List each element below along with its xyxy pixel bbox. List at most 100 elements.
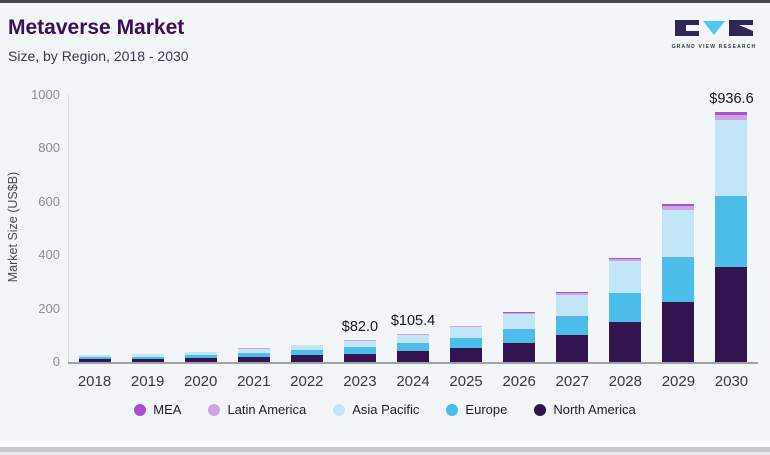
gvr-logo-icon: [675, 20, 753, 36]
stacked-bar-2022: [290, 344, 323, 362]
y-tick-label: 0: [52, 354, 60, 369]
bar-segment-mea: [503, 312, 536, 313]
bar-segment-mea: [715, 111, 748, 115]
bar-segment-latin-america: [609, 258, 642, 262]
window-bottom-edge: [0, 447, 770, 452]
stacked-bar-2027: [556, 292, 589, 362]
bar-segment-europe: [184, 355, 217, 359]
x-tick-label: 2022: [290, 373, 324, 390]
legend-label: MEA: [153, 402, 182, 417]
bar-segment-north-america: [237, 356, 270, 362]
value-label-2024: $105.4: [390, 312, 436, 329]
bar-segment-europe: [450, 337, 483, 349]
bar-segment-asia-pacific: [290, 345, 323, 351]
bar-segment-latin-america: [715, 114, 748, 121]
bar-segment-asia-pacific: [184, 352, 217, 356]
bar-column-2025: 2025: [440, 95, 493, 390]
legend-swatch-icon: [534, 403, 547, 416]
y-axis-line: [68, 95, 69, 362]
legend-label: Latin America: [227, 402, 307, 417]
bar-segment-latin-america: [556, 293, 589, 295]
bar-segment-asia-pacific: [237, 348, 270, 353]
x-tick-label: 2019: [130, 373, 165, 390]
value-label-2023: $82.0: [341, 319, 379, 336]
bar-segment-europe: [343, 347, 376, 354]
bar-segment-europe: [662, 257, 695, 303]
x-tick-label: 2018: [77, 373, 112, 390]
logo-text: GRAND VIEW RESEARCH: [671, 44, 757, 50]
stacked-bar-2019: [131, 353, 164, 362]
x-tick-label: 2021: [237, 373, 271, 390]
y-tick-label: 1000: [31, 87, 60, 102]
bar-segment-asia-pacific: [343, 340, 376, 348]
legend-swatch-icon: [134, 403, 147, 416]
bar-column-2027: 2027: [546, 95, 599, 390]
bar-column-2019: 2019: [121, 95, 174, 390]
x-tick-label: 2026: [502, 373, 536, 390]
bar-segment-asia-pacific: [78, 355, 111, 358]
bar-segment-north-america: [78, 359, 111, 362]
bar-segment-mea: [662, 204, 695, 207]
stacked-bar-2023: $82.0: [342, 319, 378, 362]
legend-item-mea: MEA: [134, 402, 181, 417]
bar-segment-latin-america: [397, 334, 429, 335]
bars-container: 2018 2019 2020 2021 2022 2023 $82.0 2024 $105.4 2…: [68, 91, 758, 390]
bar-segment-asia-pacific: [609, 261, 642, 293]
legend-item-north-america: North America: [534, 402, 636, 417]
bar-segment-latin-america: [503, 312, 536, 314]
x-tick-label: 2020: [184, 373, 218, 390]
window-bottom-strip: [0, 440, 770, 447]
bar-column-2023: 2023 $82.0: [333, 95, 386, 390]
bar-segment-north-america: [609, 322, 642, 362]
bar-segment-north-america: [450, 348, 483, 362]
bar-column-2024: 2024 $105.4: [386, 95, 439, 390]
bar-segment-asia-pacific: [662, 209, 695, 258]
bar-segment-europe: [715, 195, 748, 267]
x-tick-label: 2024: [396, 373, 430, 390]
bar-segment-europe: [237, 352, 270, 357]
bar-column-2026: 2026: [493, 95, 546, 390]
bar-segment-asia-pacific: [556, 294, 589, 316]
chart-legend: MEA Latin America Asia Pacific Europe North …: [0, 402, 770, 417]
bar-column-2022: 2022: [280, 95, 333, 390]
stacked-bar-2030: $936.6: [709, 91, 754, 362]
bar-segment-north-america: [662, 302, 695, 362]
bar-segment-north-america: [397, 351, 429, 362]
bar-segment-north-america: [290, 355, 323, 362]
legend-item-latin-america: Latin America: [208, 402, 306, 417]
stacked-bar-2024: $105.4: [391, 313, 435, 362]
bar-segment-europe: [556, 315, 589, 336]
legend-item-asia-pacific: Asia Pacific: [333, 402, 419, 417]
bar-segment-latin-america: [343, 340, 376, 341]
stacked-bar-2020: [184, 351, 217, 362]
bar-segment-mea: [556, 292, 589, 294]
bar-segment-asia-pacific: [715, 120, 748, 196]
legend-label: North America: [553, 402, 636, 417]
bar-segment-asia-pacific: [397, 334, 429, 344]
bar-segment-europe: [290, 350, 323, 356]
bar-segment-europe: [397, 343, 429, 352]
bar-segment-north-america: [556, 335, 589, 362]
stacked-bar-2028: [609, 257, 642, 362]
x-tick-label: 2029: [661, 373, 696, 390]
bar-segment-europe: [609, 292, 642, 323]
bar-column-2030: 2030 $936.6: [705, 91, 758, 390]
stacked-bar-2018: [78, 355, 111, 362]
bar-segment-europe: [503, 328, 536, 344]
page-title: Metaverse Market: [8, 16, 185, 39]
stacked-bar-2026: [503, 312, 536, 362]
bar-segment-europe: [131, 356, 164, 359]
value-label-2030: $936.6: [709, 90, 754, 107]
window-top-edge: [0, 0, 770, 3]
bar-segment-north-america: [184, 358, 217, 362]
bar-column-2028: 2028: [599, 95, 652, 390]
y-tick-label: 400: [38, 247, 60, 263]
bar-column-2020: 2020: [174, 95, 227, 390]
y-tick-label: 800: [38, 140, 60, 156]
legend-item-europe: Europe: [446, 402, 507, 417]
y-tick-label: 600: [38, 193, 60, 209]
x-tick-label: 2030: [714, 373, 749, 390]
legend-label: Asia Pacific: [352, 402, 420, 417]
x-tick-label: 2027: [555, 373, 589, 390]
